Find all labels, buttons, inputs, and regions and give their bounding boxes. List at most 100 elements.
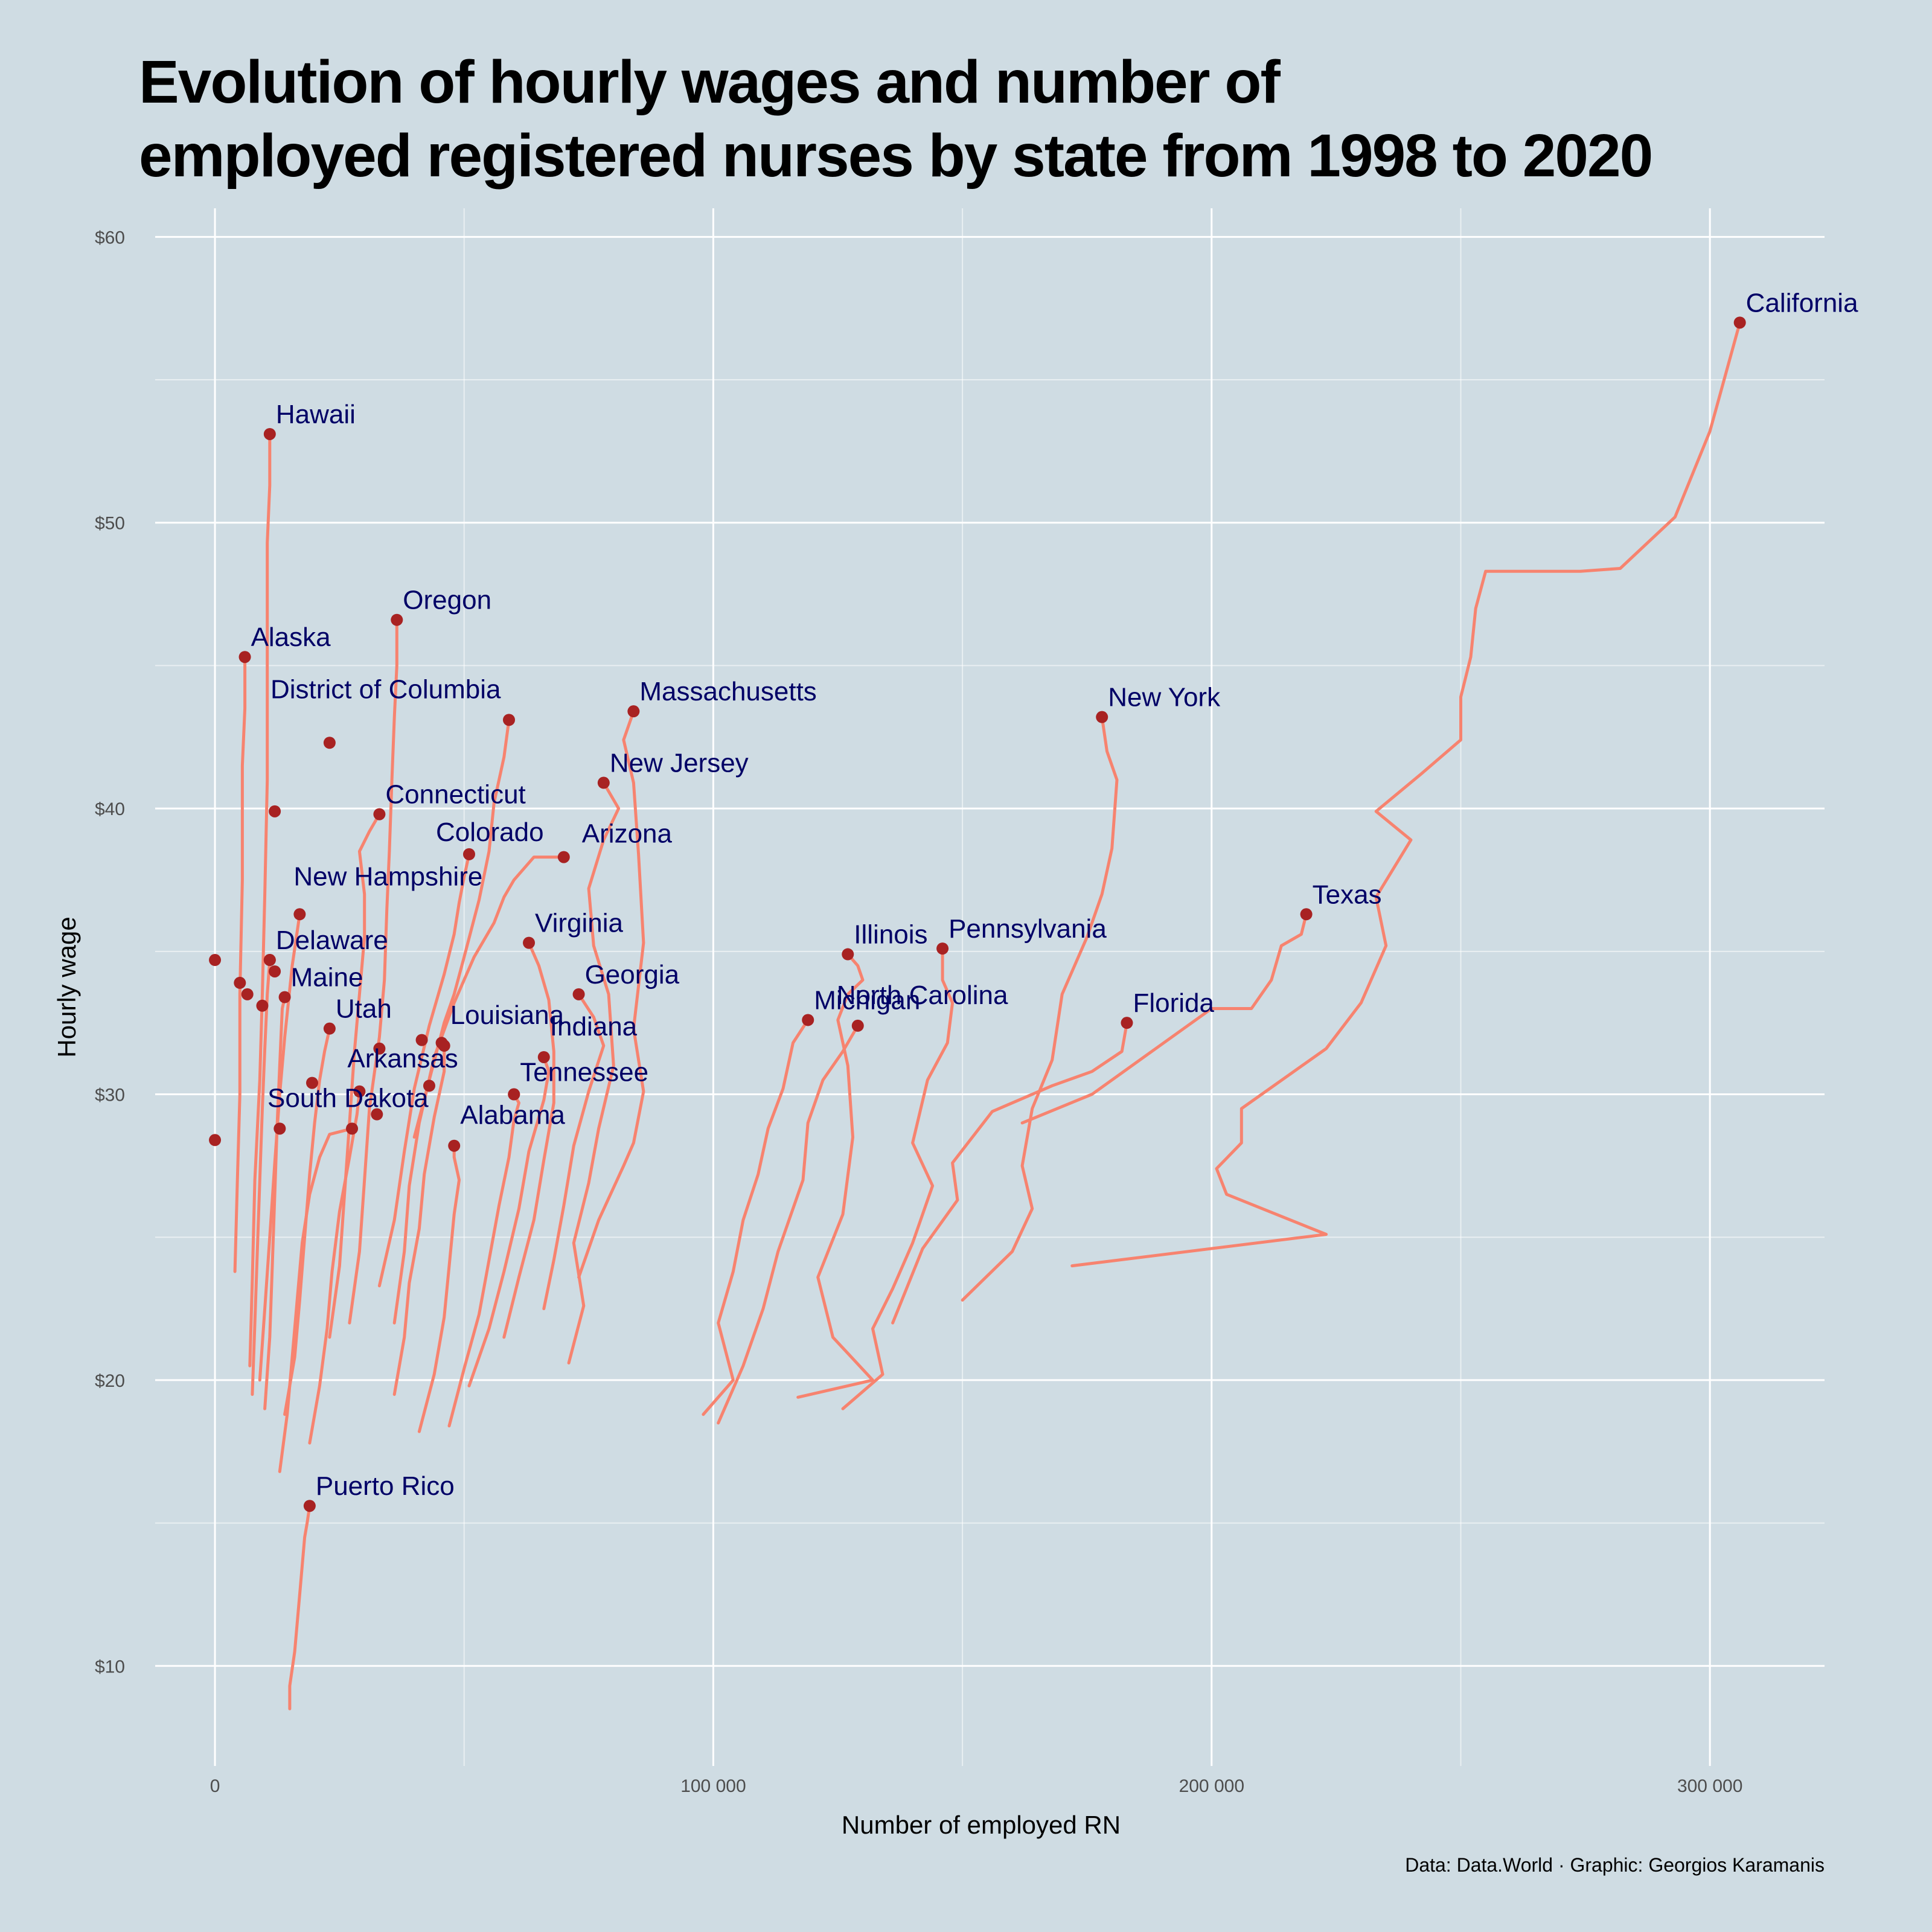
- state-label-illinois: Illinois: [854, 920, 927, 950]
- series-line-oregon: [348, 618, 398, 1325]
- state-label-tennessee: Tennessee: [520, 1058, 648, 1087]
- state-label-pennsylvania: Pennsylvania: [948, 914, 1107, 944]
- series-line-puerto-rico: [288, 1504, 312, 1710]
- series-line-north-carolina: [717, 1024, 860, 1425]
- state-label-new-york: New York: [1108, 683, 1221, 712]
- state-label-louisiana: Louisiana: [450, 1000, 565, 1030]
- series-line-new-jersey: [567, 781, 621, 1364]
- end-point-colorado: [462, 848, 475, 860]
- series-line-arkansas: [308, 1090, 361, 1445]
- end-point-puerto-rico: [303, 1500, 316, 1512]
- state-label-maine: Maine: [291, 963, 363, 993]
- series-line-texas: [1020, 912, 1308, 1125]
- state-label-arizona: Arizona: [582, 819, 673, 849]
- state-label-connecticut: Connecticut: [385, 780, 525, 810]
- state-label-georgia: Georgia: [585, 960, 680, 990]
- extra-end-point: [371, 1108, 383, 1121]
- end-point-indiana: [537, 1051, 550, 1063]
- state-label-massachusetts: Massachusetts: [639, 677, 816, 706]
- series-line-louisiana: [392, 1044, 446, 1396]
- series-line-connecticut: [328, 813, 381, 1339]
- state-label-district-of-columbia: District of Columbia: [270, 674, 501, 704]
- end-point-alabama: [448, 1139, 461, 1152]
- series-line-indiana: [467, 1055, 551, 1387]
- chart-title-line-1: Evolution of hourly wages and number of: [139, 48, 1281, 116]
- series-line-district-of-columbia: [412, 718, 511, 1139]
- series-line-tennessee: [447, 1093, 520, 1428]
- y-tick-label: $20: [95, 1371, 125, 1391]
- state-label-michigan: Michigan: [814, 985, 920, 1015]
- state-label-indiana: Indiana: [550, 1012, 638, 1041]
- x-tick-label: 300 000: [1677, 1776, 1742, 1796]
- series-line-michigan: [702, 1018, 810, 1416]
- end-point-massachusetts: [627, 705, 640, 718]
- state-label-virginia: Virginia: [535, 909, 623, 938]
- end-point-pennsylvania: [936, 942, 949, 955]
- series-line-utah: [283, 1027, 331, 1416]
- state-label-colorado: Colorado: [436, 817, 544, 847]
- end-point-arkansas: [353, 1085, 366, 1098]
- state-label-arkansas: Arkansas: [347, 1044, 458, 1073]
- state-label-north-carolina: North Carolina: [837, 980, 1008, 1010]
- extra-end-point: [234, 976, 246, 989]
- end-point-maine: [278, 991, 291, 1003]
- state-label-south-dakota: South Dakota: [267, 1083, 429, 1113]
- state-label-puerto-rico: Puerto Rico: [316, 1471, 455, 1501]
- state-label-new-jersey: New Jersey: [610, 749, 749, 778]
- extra-end-point: [209, 954, 222, 967]
- series-line-new-york: [961, 715, 1119, 1302]
- series-line-california: [1070, 321, 1742, 1268]
- extra-end-point: [373, 1042, 386, 1055]
- end-point-utah: [323, 1022, 336, 1035]
- extra-end-point: [423, 1080, 435, 1092]
- extra-end-point: [263, 954, 276, 967]
- end-point-illinois: [842, 948, 854, 961]
- end-point-florida: [1121, 1017, 1133, 1029]
- end-point-alaska: [238, 651, 251, 664]
- state-label-alaska: Alaska: [251, 622, 331, 652]
- series-line-alaska: [233, 655, 247, 1273]
- end-point-district-of-columbia: [503, 714, 516, 726]
- y-tick-label: $30: [95, 1086, 125, 1105]
- state-label-texas: Texas: [1313, 880, 1382, 909]
- extra-end-point: [241, 988, 254, 1000]
- series-line-arizona: [392, 856, 566, 1325]
- series-lines: [233, 321, 1742, 1710]
- series-line-maine: [263, 996, 287, 1410]
- series-line-illinois: [796, 953, 874, 1399]
- chart-title-line-2: employed registered nurses by state from…: [139, 122, 1652, 190]
- end-point-texas: [1300, 908, 1313, 921]
- state-label-california: California: [1746, 288, 1858, 318]
- series-line-alabama: [417, 1144, 461, 1433]
- x-tick-label: 0: [210, 1776, 220, 1796]
- end-point-california: [1733, 316, 1746, 329]
- chart-caption: Data: Data.World · Graphic: Georgios Kar…: [1405, 1854, 1825, 1876]
- end-points: [209, 316, 1746, 1512]
- end-point-south-dakota: [346, 1122, 359, 1135]
- extra-end-point: [269, 805, 281, 817]
- extra-end-point: [273, 1122, 286, 1135]
- series-line-massachusetts: [577, 709, 645, 1279]
- state-label-oregon: Oregon: [403, 586, 491, 615]
- y-tick-label: $40: [95, 799, 125, 819]
- end-point-oregon: [391, 613, 403, 626]
- end-point-north-carolina: [851, 1019, 864, 1032]
- extra-end-point: [435, 1037, 448, 1049]
- extra-end-point: [508, 1088, 520, 1101]
- state-labels: California Texas New York Florida Pennsylvan…: [251, 288, 1859, 1501]
- series-line-pennsylvania: [841, 947, 955, 1410]
- end-point-connecticut: [373, 808, 386, 820]
- x-tick-label: 100 000: [680, 1776, 746, 1796]
- extra-end-point: [256, 999, 269, 1012]
- extra-end-point: [209, 1134, 222, 1147]
- extra-end-point: [305, 1076, 318, 1089]
- y-tick-label: $60: [95, 228, 125, 248]
- state-label-florida: Florida: [1133, 988, 1214, 1018]
- state-label-utah: Utah: [336, 994, 392, 1024]
- series-line-florida: [891, 1021, 1128, 1325]
- end-point-arizona: [557, 851, 570, 863]
- end-point-hawaii: [263, 427, 276, 440]
- end-point-new-hampshire: [293, 908, 306, 921]
